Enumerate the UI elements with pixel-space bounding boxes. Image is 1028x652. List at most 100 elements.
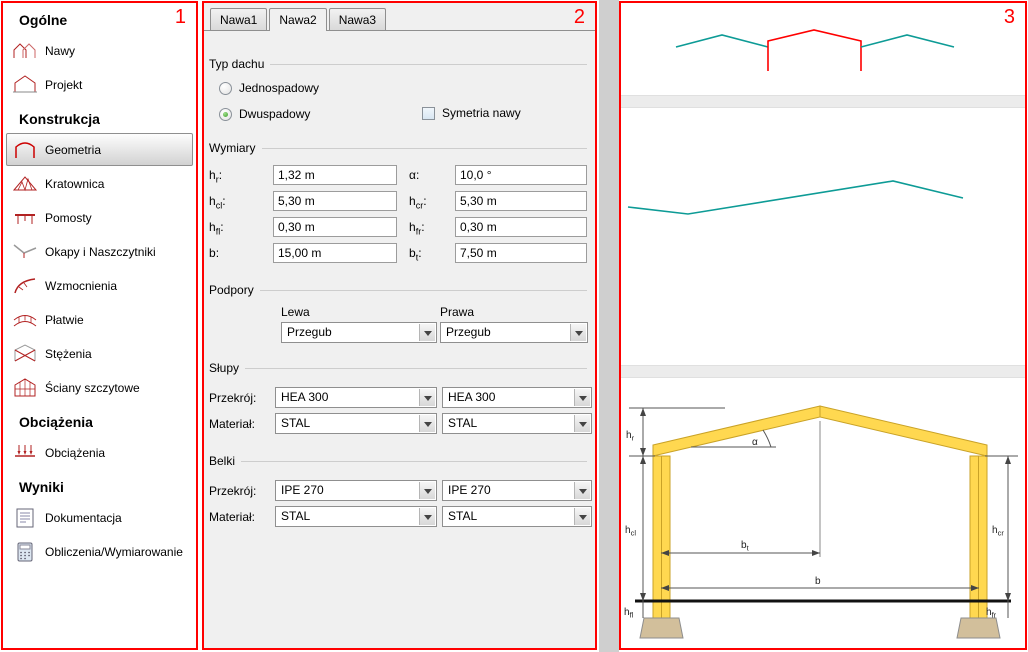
hr-input[interactable] — [273, 165, 397, 185]
bay3-roofline — [860, 34, 955, 48]
dimension-lines — [629, 407, 1018, 618]
b-input[interactable] — [273, 243, 397, 263]
selected-value: STAL — [448, 509, 478, 523]
hcr-dim-label: hcr — [992, 525, 1004, 538]
sidebar-item-nawy[interactable]: Nawy — [6, 34, 193, 67]
beams-section-row: Przekrój: IPE 270 IPE 270 — [209, 480, 592, 501]
symmetry-checkbox[interactable] — [422, 106, 435, 120]
roof-type-option-row: Dwuspadowy Symetria nawy — [219, 105, 587, 123]
chevron-down-icon — [419, 389, 435, 406]
left-column-section-select[interactable]: HEA 300 — [275, 387, 437, 408]
sidebar-item-obliczenia[interactable]: Obliczenia/Wymiarowanie — [6, 535, 193, 568]
right-column-material-select[interactable]: STAL — [442, 413, 592, 434]
tab-nawa3[interactable]: Nawa3 — [328, 8, 387, 30]
right-support-select[interactable]: Przegub — [440, 322, 588, 343]
beams-group-title: Belki — [209, 454, 587, 468]
sidebar-item-kratownica[interactable]: Kratownica — [6, 167, 193, 200]
sidebar-item-platwie[interactable]: Płatwie — [6, 303, 193, 336]
chevron-down-icon — [419, 482, 435, 499]
sidebar-item-pomosty[interactable]: Pomosty — [6, 201, 193, 234]
right-rafter — [819, 405, 988, 457]
left-beam-material-select[interactable]: STAL — [275, 506, 437, 527]
geometry-icon — [15, 141, 35, 158]
bay1-roofline — [675, 34, 769, 48]
sidebar-item-projekt[interactable]: Projekt — [6, 68, 193, 101]
selected-value: IPE 270 — [448, 483, 491, 497]
tab-nawa2[interactable]: Nawa2 — [269, 8, 327, 31]
section-label: Przekrój: — [209, 390, 257, 405]
jednospadowy-radio[interactable] — [219, 81, 232, 95]
multi-bay-preview — [675, 29, 955, 71]
left-footing — [639, 617, 684, 639]
right-beam-section-select[interactable]: IPE 270 — [442, 480, 592, 501]
chevron-down-icon — [574, 482, 590, 499]
dwuspadowy-label: Dwuspadowy — [239, 107, 311, 121]
frame-section-preview: hr α hcl hcr bt b hfl hfr — [624, 405, 1018, 639]
sidebar-item-dokumentacja[interactable]: Dokumentacja — [6, 501, 193, 534]
chevron-down-icon — [419, 324, 435, 341]
roof-type-option-row: Jednospadowy — [219, 79, 587, 97]
roofline — [627, 180, 964, 215]
material-label: Materiał: — [209, 509, 256, 524]
right-beam-material-select[interactable]: STAL — [442, 506, 592, 527]
gable-wall-icon — [14, 377, 36, 396]
sidebar-item-wzmocnienia[interactable]: Wzmocnienia — [6, 269, 193, 302]
selected-value: Przegub — [287, 325, 332, 339]
selected-value: Przegub — [446, 325, 491, 339]
left-column-material-select[interactable]: STAL — [275, 413, 437, 434]
purlins-icon — [13, 314, 37, 326]
tab-nawa1[interactable]: Nawa1 — [210, 8, 268, 30]
supports-group-title: Podpory — [209, 283, 587, 297]
right-column-section-select[interactable]: HEA 300 — [442, 387, 592, 408]
hfr-input[interactable] — [455, 217, 587, 237]
hr-dim-label: hr — [626, 430, 635, 443]
dimension-row: hcl: hcr: — [209, 191, 587, 211]
dimension-row: hfl: hfr: — [209, 217, 587, 237]
sidebar-item-label: Płatwie — [45, 312, 84, 327]
sidebar-item-label: Geometria — [45, 142, 102, 157]
chevron-down-icon — [419, 415, 435, 432]
sidebar-item-stezenia[interactable]: Stężenia — [6, 337, 193, 370]
dwuspadowy-radio[interactable] — [219, 107, 232, 121]
hcr-input[interactable] — [455, 191, 587, 211]
right-footing — [956, 617, 1001, 639]
annotation-2: 2 — [573, 6, 585, 28]
bay-roofline-preview — [627, 180, 964, 215]
sidebar-item-geometria[interactable]: Geometria — [6, 133, 193, 166]
preview-separator — [621, 95, 1025, 108]
sidebar-header-general: Ogólne — [19, 12, 68, 28]
alpha-input[interactable] — [455, 165, 587, 185]
loads-icon — [15, 444, 35, 457]
project-icon — [13, 74, 37, 92]
chevron-down-icon — [574, 415, 590, 432]
naves-icon — [13, 42, 36, 58]
sidebar-item-okapy[interactable]: Okapy i Naszczytniki — [6, 235, 193, 268]
selected-value: STAL — [281, 416, 311, 430]
right-support-label: Prawa — [440, 305, 475, 319]
left-support-select[interactable]: Przegub — [281, 322, 437, 343]
selected-value: STAL — [281, 509, 311, 523]
chevron-down-icon — [419, 508, 435, 525]
haunch-icon — [14, 277, 36, 293]
sidebar-item-sciany[interactable]: Ściany szczytowe — [6, 371, 193, 404]
chevron-down-icon — [574, 508, 590, 525]
sidebar-item-obciazenia[interactable]: Obciążenia — [6, 436, 193, 469]
left-beam-section-select[interactable]: IPE 270 — [275, 480, 437, 501]
left-rafter — [652, 405, 821, 457]
hfl-input[interactable] — [273, 217, 397, 237]
hcl-input[interactable] — [273, 191, 397, 211]
beams-material-row: Materiał: STAL STAL — [209, 506, 592, 527]
dimensions-group-title: Wymiary — [209, 141, 587, 155]
bt-input[interactable] — [455, 243, 587, 263]
sidebar-item-label: Obliczenia/Wymiarowanie — [45, 544, 183, 559]
columns-group-title: Słupy — [209, 361, 587, 375]
bracing-icon — [14, 343, 36, 361]
sidebar-item-label: Obciążenia — [45, 445, 106, 460]
active-bay-roofline — [767, 29, 862, 71]
hr-label: hr: — [209, 168, 223, 185]
selected-value: IPE 270 — [281, 483, 324, 497]
columns-material-row: Materiał: STAL STAL — [209, 413, 592, 434]
hfl-label: hfl: — [209, 220, 224, 237]
hcl-dim-label: hcl — [625, 525, 636, 538]
